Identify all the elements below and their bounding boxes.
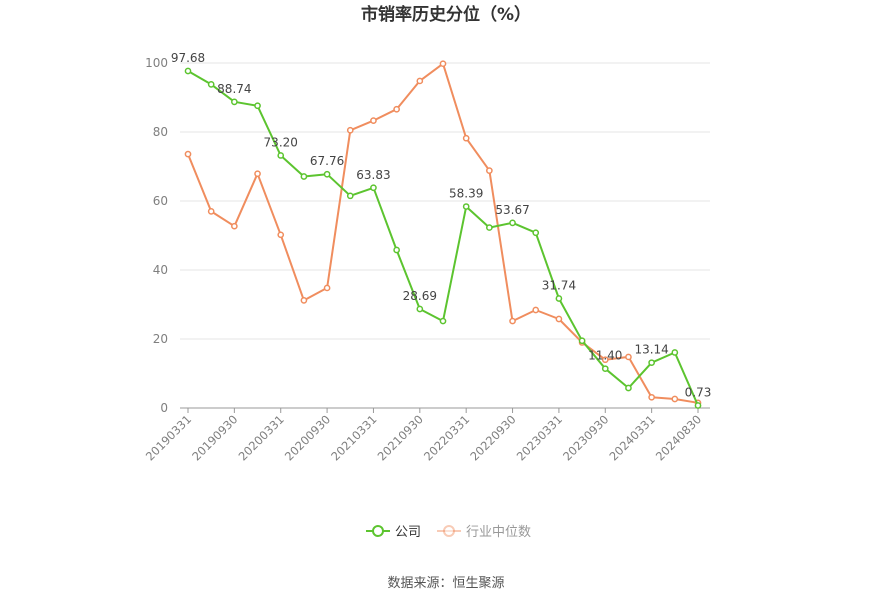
x-tick-label: 20230930 xyxy=(560,412,611,463)
data-point xyxy=(648,359,655,367)
data-point xyxy=(416,305,424,313)
data-point xyxy=(625,384,632,392)
chart-title: 市销率历史分位（%） xyxy=(361,4,531,25)
data-point xyxy=(231,98,238,106)
data-point xyxy=(184,67,192,75)
x-axis: 2019033120190930202003312020093020210331… xyxy=(143,407,710,464)
data-label: 13.14 xyxy=(634,343,668,357)
x-tick-label: 20240830 xyxy=(653,412,704,463)
data-point xyxy=(532,229,540,237)
y-tick-label: 40 xyxy=(153,263,168,277)
x-tick-label: 20190331 xyxy=(143,412,194,463)
data-point xyxy=(694,402,702,409)
x-tick-label: 20210930 xyxy=(375,412,426,463)
x-tick-label: 20190930 xyxy=(189,412,240,463)
data-point xyxy=(509,219,516,227)
data-label: 73.20 xyxy=(264,135,298,149)
data-labels: 97.68 88.74 73.20 67.76 63.83 28.69 58.39 53.67… xyxy=(171,51,712,399)
y-tick-label: 80 xyxy=(153,125,168,139)
series-lines xyxy=(184,60,702,409)
data-point xyxy=(184,150,192,158)
data-label: 58.39 xyxy=(449,187,483,201)
data-label: 97.68 xyxy=(171,51,205,65)
data-point xyxy=(300,173,308,180)
legend-label: 公司 xyxy=(395,525,421,540)
data-point xyxy=(323,284,331,292)
data-point xyxy=(601,365,609,373)
data-point xyxy=(277,152,285,159)
x-tick-label: 20240331 xyxy=(606,412,657,463)
data-label: 31.74 xyxy=(542,278,576,292)
data-label: 67.76 xyxy=(310,154,344,168)
data-point xyxy=(462,134,470,142)
data-point xyxy=(509,317,516,325)
data-point xyxy=(555,315,563,323)
data-point xyxy=(300,297,308,304)
x-tick-label: 20220331 xyxy=(421,412,472,463)
data-label: 63.83 xyxy=(356,168,390,182)
data-point xyxy=(416,77,424,85)
data-point xyxy=(277,231,285,239)
data-point xyxy=(601,356,609,364)
data-point xyxy=(346,126,354,134)
data-point xyxy=(393,246,400,254)
data-point xyxy=(532,306,540,314)
source-note: 数据来源：恒生聚源 xyxy=(387,576,504,591)
data-point xyxy=(671,395,679,403)
data-label: 0.73 xyxy=(685,385,712,399)
y-tick-label: 20 xyxy=(153,332,168,346)
data-point xyxy=(555,295,563,302)
data-point xyxy=(254,170,261,178)
data-point xyxy=(671,349,679,356)
legend-marker xyxy=(372,525,384,537)
data-label: 88.74 xyxy=(217,82,251,96)
data-point xyxy=(346,192,354,200)
y-tick-label: 60 xyxy=(153,194,168,208)
data-point xyxy=(462,203,470,210)
x-tick-label: 20210331 xyxy=(328,412,379,463)
legend-marker xyxy=(443,525,455,537)
x-tick-label: 20230331 xyxy=(514,412,565,463)
y-tick-label: 100 xyxy=(145,56,168,70)
y-axis: 0 20 40 60 80 100 xyxy=(145,56,168,415)
data-point xyxy=(486,167,493,174)
y-tick-label: 0 xyxy=(160,401,168,415)
data-point xyxy=(648,393,655,401)
data-point xyxy=(578,337,586,345)
data-point xyxy=(323,170,331,178)
data-point xyxy=(254,102,261,110)
x-tick-label: 20200331 xyxy=(236,412,287,463)
data-point xyxy=(370,117,377,124)
x-tick-label: 20200930 xyxy=(282,412,333,463)
legend-item[interactable]: 公司 xyxy=(366,525,421,540)
data-point xyxy=(207,208,215,215)
data-point xyxy=(231,222,238,230)
data-point xyxy=(207,81,215,88)
x-tick-label: 20220930 xyxy=(467,412,518,463)
legend-label: 行业中位数 xyxy=(466,525,531,540)
data-point xyxy=(439,317,447,325)
legend[interactable]: 公司 行业中位数 xyxy=(366,525,531,540)
legend-item[interactable]: 行业中位数 xyxy=(437,525,531,540)
data-point xyxy=(625,353,632,361)
data-point xyxy=(486,224,493,231)
data-label: 53.67 xyxy=(495,203,529,217)
data-point xyxy=(393,105,400,113)
data-label: 11.40 xyxy=(588,349,622,363)
data-point xyxy=(370,184,377,192)
data-point xyxy=(439,60,447,68)
data-label: 28.69 xyxy=(403,289,437,303)
